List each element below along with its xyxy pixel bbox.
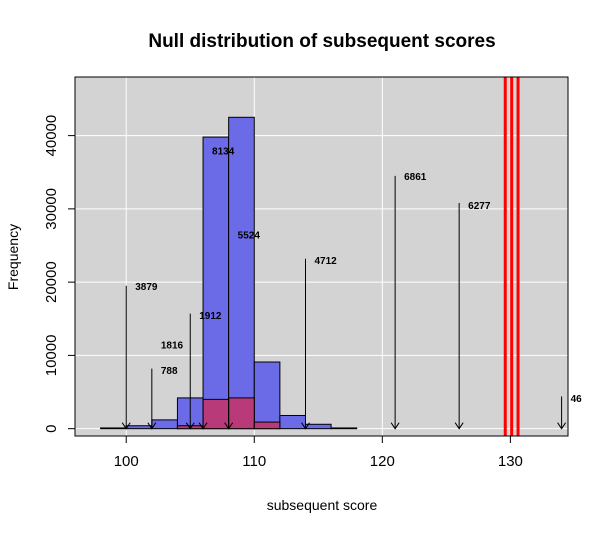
overlay-bar bbox=[228, 397, 255, 430]
histogram-bar bbox=[253, 361, 281, 430]
annotation-label: 3879 bbox=[135, 282, 158, 293]
histogram-bar bbox=[125, 425, 153, 430]
histogram-bar bbox=[279, 414, 306, 430]
histogram-bar bbox=[330, 427, 358, 430]
arrow-head bbox=[390, 422, 400, 430]
x-tick-label: 130 bbox=[498, 453, 523, 470]
annotation-label: 6277 bbox=[468, 201, 491, 212]
annotation-label: 1912 bbox=[199, 311, 222, 322]
annotation-label: 5524 bbox=[238, 231, 261, 242]
annotation-arrows: 3879 788 1816 1912 8134 5524 4712 6861 6277 46 bbox=[121, 146, 583, 430]
annotation-label: 8134 bbox=[212, 146, 235, 157]
arrow-head bbox=[185, 422, 195, 430]
overlay-bar bbox=[202, 398, 230, 430]
y-tick-label: 0 bbox=[43, 425, 60, 433]
x-axis-label: subsequent score bbox=[267, 497, 378, 513]
y-tick-label: 30000 bbox=[43, 188, 60, 230]
annotation-label: 4712 bbox=[314, 256, 337, 267]
arrow-head bbox=[557, 422, 567, 430]
arrow-head bbox=[301, 422, 310, 430]
histogram-bar bbox=[151, 419, 178, 430]
annotation-label: 788 bbox=[161, 366, 178, 377]
arrow-head bbox=[224, 422, 234, 430]
histogram-bar bbox=[228, 116, 255, 430]
y-tick-label: 10000 bbox=[43, 335, 60, 377]
plot-panel bbox=[75, 77, 568, 436]
histogram-bar bbox=[202, 136, 230, 430]
annotation-label: 1816 bbox=[161, 340, 184, 351]
y-axis-label: Frequency bbox=[5, 224, 21, 290]
y-tick-label: 40000 bbox=[43, 115, 60, 157]
x-tick-label: 120 bbox=[370, 453, 395, 470]
x-tick-label: 110 bbox=[242, 453, 266, 470]
arrow-head bbox=[454, 422, 464, 430]
y-axis: 0 10000 20000 30000 40000 bbox=[43, 115, 76, 433]
histogram-bar bbox=[304, 423, 332, 430]
y-tick-label: 20000 bbox=[43, 261, 60, 303]
annotation-label: 46 bbox=[571, 394, 583, 405]
arrow-head bbox=[198, 422, 208, 430]
arrow-head bbox=[121, 422, 131, 430]
threshold-lines bbox=[503, 77, 520, 436]
histogram-main-bars bbox=[100, 116, 358, 430]
chart-title: Null distribution of subsequent scores bbox=[148, 31, 495, 52]
x-tick-label: 100 bbox=[114, 453, 139, 470]
histogram-bar bbox=[100, 427, 127, 430]
annotation-label: 6861 bbox=[404, 172, 427, 183]
x-axis: 100 110 120 130 bbox=[114, 435, 523, 470]
overlay-bar bbox=[253, 421, 281, 430]
arrow-head bbox=[147, 422, 157, 430]
